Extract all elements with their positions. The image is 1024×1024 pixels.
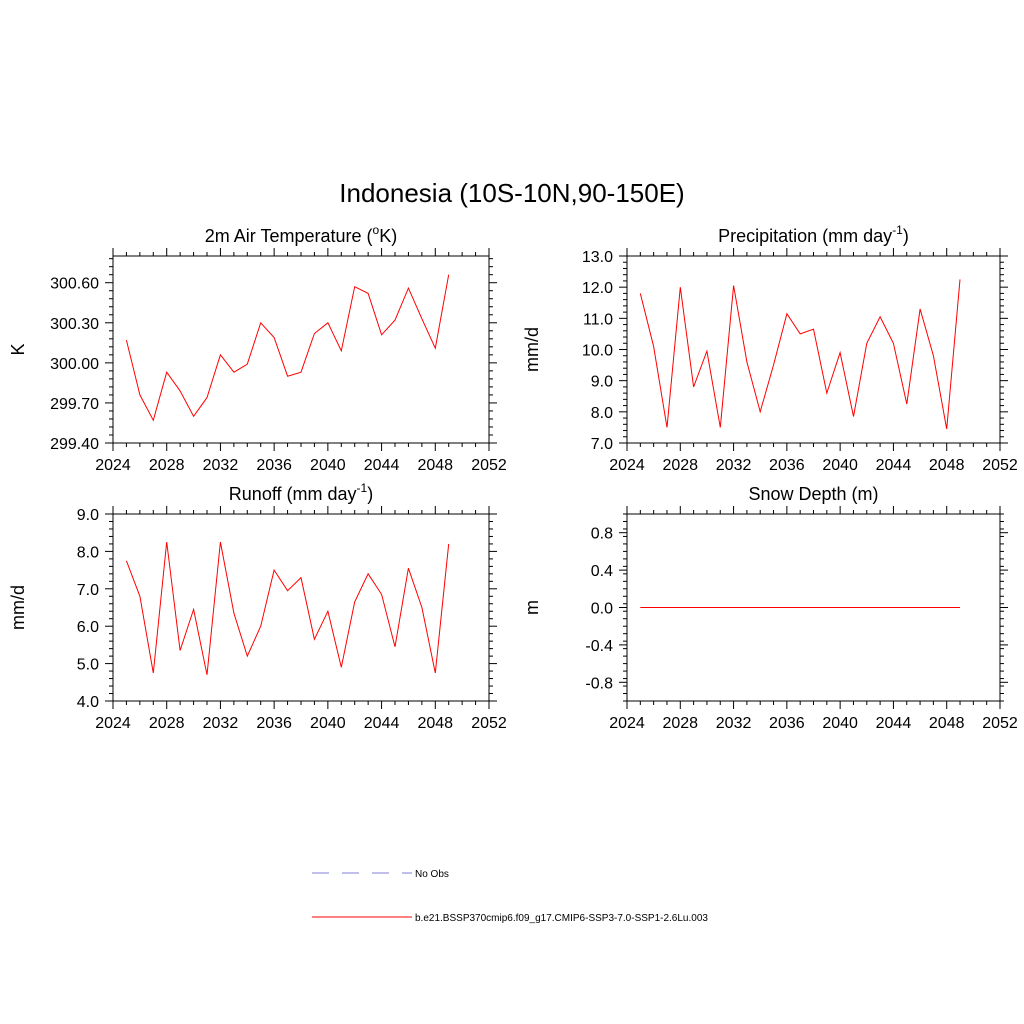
x-tick-label: 2036 [769,457,805,474]
y-tick-label: 11.0 [583,311,613,328]
chart-panel-1: 2024 2028 2032 2036 2040 2044 2048 2052 7.0 8.0 9.… [522,223,1018,474]
x-tick-label: 2040 [822,715,858,732]
legend: No Obs b.e21.BSSP370cmip6.f09_g17.CMIP6-… [312,869,708,924]
panel-title-suffix: K) [379,226,397,246]
y-tick-label: 299.70 [50,396,99,413]
y-tick-label: 0.8 [591,526,613,543]
panels: 2024 2028 2032 2036 2040 2044 2048 2052 299.40 29… [8,223,1018,732]
y-tick-label: 12.0 [582,280,613,297]
x-tick-label: 2032 [203,457,239,474]
x-tick-label: 2024 [95,715,131,732]
y-tick-label: 10.0 [582,343,613,360]
y-tick-label: 13.0 [582,249,613,266]
plot-frame [112,255,490,444]
y-tick-label: 8.0 [77,544,99,561]
y-tick-label: 0.4 [591,563,613,580]
y-tick-label: 9.0 [591,374,613,391]
panel-title: 2m Air Temperature (oK) [205,223,397,246]
y-tick-label: 7.0 [77,582,99,599]
x-tick-label: 2052 [982,457,1018,474]
x-tick-label: 2048 [929,457,965,474]
panel-title-text: Precipitation (mm day [718,226,892,246]
panel-title-superscript: -1 [357,481,368,495]
x-tick-label: 2036 [256,457,292,474]
panel-title-text: 2m Air Temperature ( [205,226,373,246]
x-tick-label: 2036 [256,715,292,732]
x-tick-label: 2048 [417,457,453,474]
panel-title-suffix: ) [367,484,373,504]
series-line [125,541,450,675]
panel-title-suffix: ) [903,226,909,246]
x-tick-label: 2048 [417,715,453,732]
y-tick-label: 6.0 [77,619,99,636]
y-tick-label: -0.8 [585,675,613,692]
panel-title-text: Snow Depth (m) [748,484,878,504]
x-tick-label: 2040 [310,715,346,732]
y-tick-label: 299.40 [50,436,99,453]
y-tick-label: 9.0 [77,507,99,524]
x-tick-label: 2028 [149,457,185,474]
x-tick-label: 2028 [662,457,698,474]
panel-title: Snow Depth (m) [748,484,878,504]
x-tick-label: 2040 [822,457,858,474]
series-line [639,279,961,430]
figure-title: Indonesia (10S-10N,90-150E) [339,178,684,208]
panel-title: Precipitation (mm day-1) [718,223,909,246]
x-tick-label: 2032 [203,715,239,732]
x-tick-label: 2044 [876,457,912,474]
y-tick-label: 300.30 [50,316,99,333]
chart-panel-3: 2024 2028 2032 2036 2040 2044 2048 2052 -0.8 -0.4… [522,484,1018,732]
chart-panel-0: 2024 2028 2032 2036 2040 2044 2048 2052 299.40 29… [8,223,507,474]
y-axis-label: mm/d [8,585,28,630]
plot-frame [112,513,490,702]
y-tick-label: 300.00 [50,356,99,373]
y-tick-label: 0.0 [591,601,613,618]
x-tick-label: 2052 [471,457,507,474]
x-tick-label: 2036 [769,715,805,732]
y-axis-label: K [8,343,28,355]
x-tick-label: 2032 [716,715,752,732]
x-tick-label: 2052 [982,715,1018,732]
y-axis-label: mm/d [522,327,542,372]
x-tick-label: 2044 [876,715,912,732]
panel-title-superscript: o [373,223,380,237]
x-tick-label: 2028 [662,715,698,732]
x-tick-label: 2028 [149,715,185,732]
legend-label-no-obs: No Obs [415,869,449,880]
y-axis-label: m [522,600,542,615]
x-tick-label: 2024 [609,457,645,474]
y-tick-label: 8.0 [591,405,613,422]
series-line [125,274,450,422]
y-tick-label: 7.0 [591,436,613,453]
panel-title-superscript: -1 [892,223,903,237]
chart-panel-2: 2024 2028 2032 2036 2040 2044 2048 2052 4.0 5.0 6.… [8,481,507,732]
x-tick-label: 2040 [310,457,346,474]
x-tick-label: 2024 [95,457,131,474]
y-tick-label: 5.0 [77,657,99,674]
legend-label-model: b.e21.BSSP370cmip6.f09_g17.CMIP6-SSP3-7.… [415,913,708,924]
panel-title-text: Runoff (mm day [229,484,357,504]
y-tick-label: -0.4 [585,638,613,655]
x-tick-label: 2032 [716,457,752,474]
x-tick-label: 2024 [609,715,645,732]
panel-title: Runoff (mm day-1) [229,481,373,504]
y-tick-label: 300.60 [50,276,99,293]
x-tick-label: 2044 [364,457,400,474]
y-tick-label: 4.0 [77,694,99,711]
x-tick-label: 2048 [929,715,965,732]
x-tick-label: 2044 [364,715,400,732]
x-tick-label: 2052 [471,715,507,732]
